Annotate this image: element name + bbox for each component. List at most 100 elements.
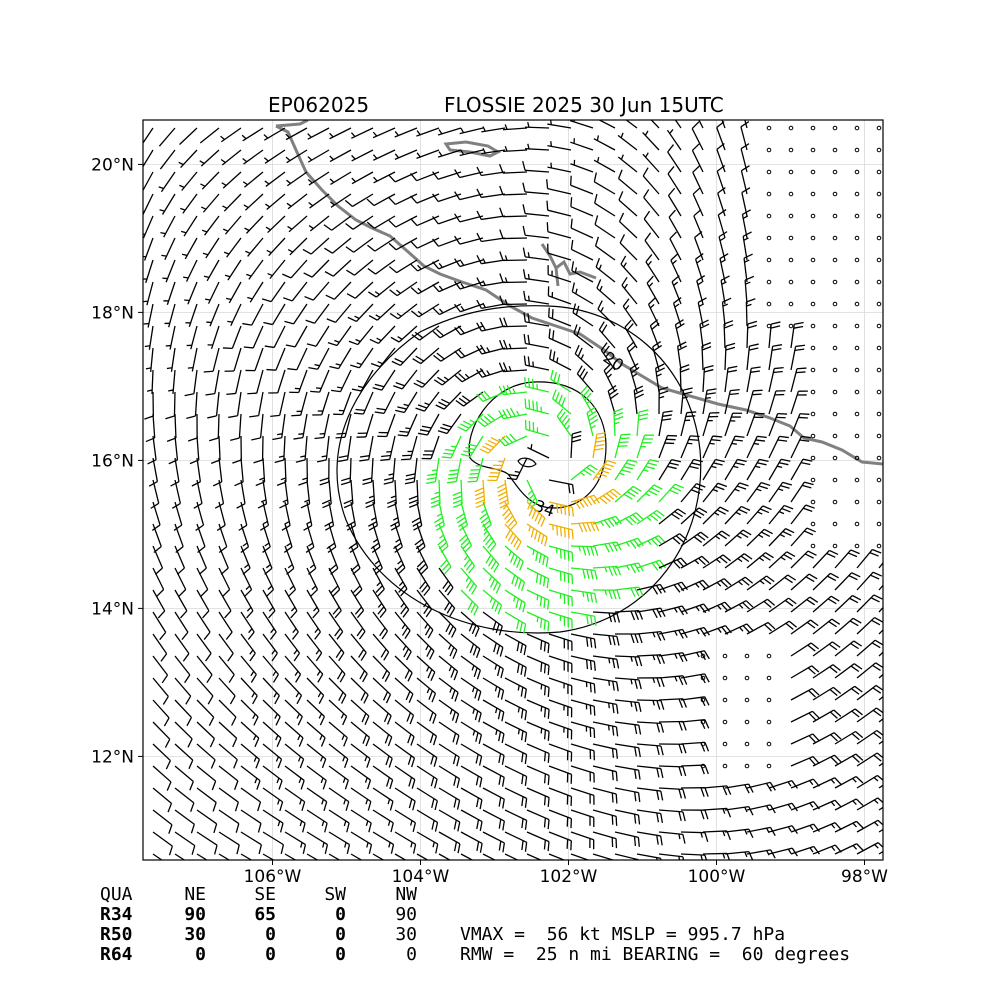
wind-barb [768,366,784,393]
calm-wind-marker [700,653,706,659]
wind-barb [223,237,242,258]
wind-barb [482,523,497,553]
wind-barb [245,347,264,372]
wind-barb [548,765,573,784]
wind-barb [642,130,660,151]
wind-barb [179,127,198,145]
wind-barb [307,171,330,186]
wind-barb [768,780,798,789]
calm-wind-marker [876,543,882,549]
wind-barb [856,752,883,767]
wind-barb [196,809,218,834]
wind-barb [413,369,440,388]
calm-wind-marker [722,763,728,769]
calm-wind-marker [854,125,860,131]
wind-barb [410,215,440,227]
wind-barb [481,126,506,133]
wind-barb [236,479,246,509]
y-tick-label: 12°N [91,747,134,767]
wind-barb [218,567,231,597]
wind-barb [158,127,176,147]
wind-barb [242,149,264,165]
calm-wind-marker [832,345,838,351]
wind-barb [636,721,665,733]
wind-barb [166,413,177,442]
wind-barb [459,127,484,135]
wind-barb [207,325,220,350]
calm-wind-marker [810,301,816,307]
y-tick-label: 16°N [91,451,134,471]
calm-wind-marker [876,389,882,395]
wind-barb [328,589,342,619]
wind-barb [878,673,883,679]
wind-barb [702,554,731,569]
wind-barb [306,567,319,597]
wind-barb [372,149,396,161]
wind-barb [636,409,649,437]
wind-barb [218,831,240,855]
wind-barb [724,435,745,459]
wind-barb [482,611,503,636]
wind-barb [263,149,286,164]
wind-barb [394,589,410,618]
x-tick-label: 104°W [392,867,450,887]
wind-barb [152,611,167,641]
wind-barb [834,663,863,679]
wind-barb [856,819,883,833]
wind-barb [328,743,349,769]
wind-barb [614,677,642,690]
wind-barb [435,391,462,410]
wind-barb [702,530,731,547]
wind-barb [526,809,550,830]
wind-barb [345,215,374,230]
wind-barb [346,281,374,299]
wind-barb [597,120,616,129]
wind-barb [614,586,644,597]
wind-barb [546,222,572,239]
wind-barb [506,457,528,481]
wind-barb [592,515,622,529]
wind-barb [307,127,330,140]
wind-barb [261,281,286,303]
calm-wind-marker [854,499,860,505]
wind-barb [416,831,439,854]
wind-barb [394,743,416,768]
r34-se: 65 [254,904,276,925]
wind-barb [374,391,396,415]
wind-barb [812,549,839,569]
wind-barb [482,545,500,573]
wind-barb [438,545,452,575]
calm-wind-marker [854,411,860,417]
wind-barb [556,408,572,437]
wind-barb [702,458,725,481]
wind-barb [692,187,704,217]
calm-wind-marker [854,147,860,153]
wind-barb [593,135,616,151]
wind-barb [499,295,528,306]
wind-barb [455,391,484,407]
wind-barb [658,831,686,844]
wind-barb [325,281,352,300]
wind-barb [185,303,198,327]
wind-barb [152,567,165,597]
wind-barb [570,138,594,151]
wind-barb [410,303,440,318]
wind-barb [504,589,526,613]
wind-barb [432,303,462,316]
table-header-sw: SW [324,884,346,905]
wind-barb [460,633,481,659]
wind-barb [438,611,457,638]
wind-barb [159,193,176,215]
wind-barb [366,193,396,207]
wind-barb [476,368,506,378]
wind-barb [834,549,860,569]
wind-barb [504,655,527,677]
wind-barb [210,435,221,464]
wind-barb [548,611,573,629]
wind-barb [716,143,726,173]
wind-barb [306,721,326,747]
wind-barb [812,686,842,701]
calm-wind-marker [810,279,816,285]
calm-wind-marker [876,169,882,175]
calm-wind-marker [766,147,772,153]
